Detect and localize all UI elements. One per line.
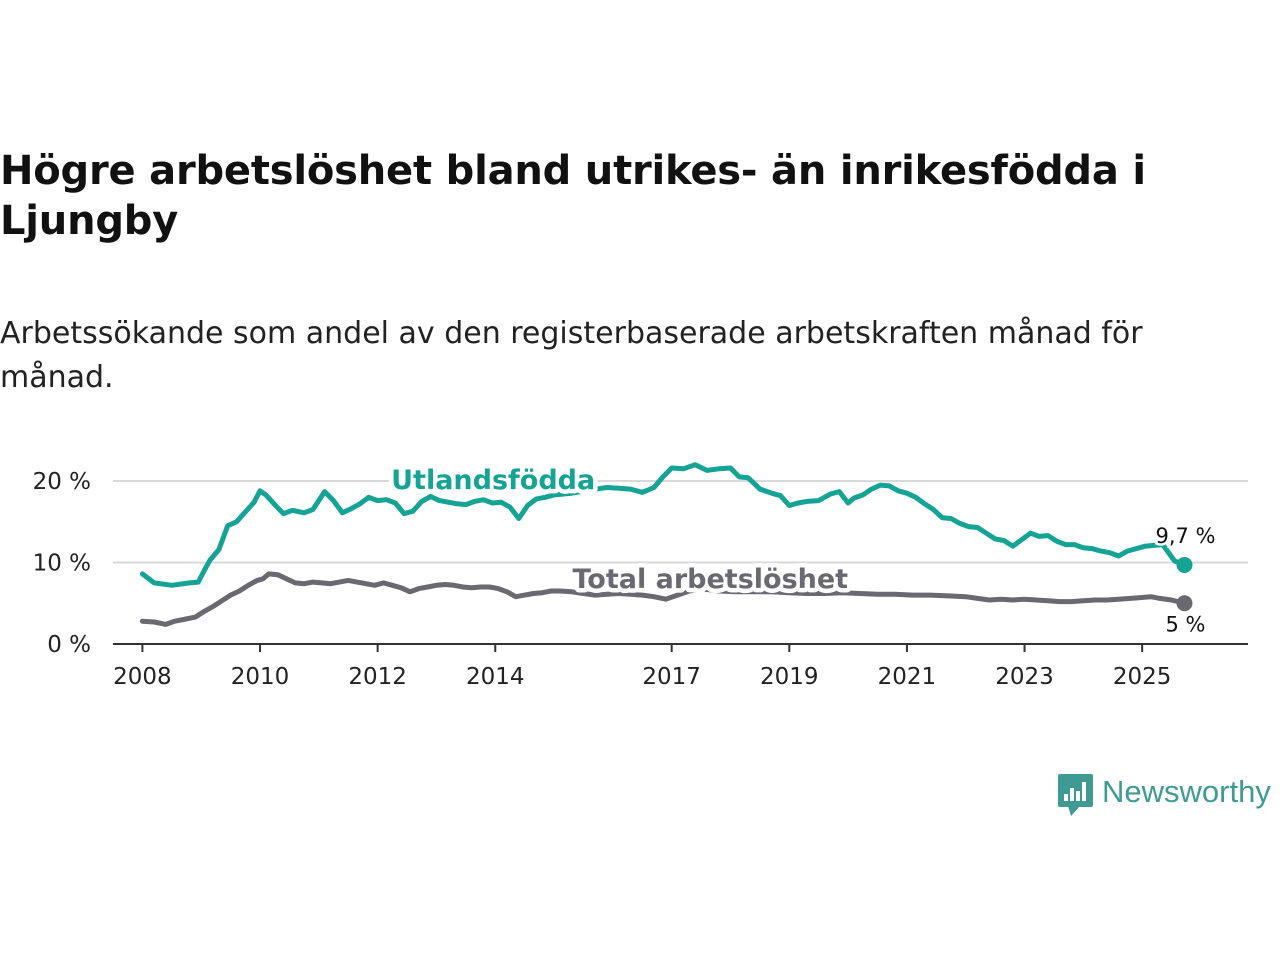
y-tick-label: 20 %: [33, 469, 91, 495]
x-tick-label: 2008: [113, 664, 172, 690]
series-label-foreign: Utlandsfödda: [391, 465, 595, 496]
x-tick-label: 2021: [878, 664, 937, 690]
end-value-label-foreign: 9,7 %: [1155, 524, 1215, 548]
brand-name: Newsworthy: [1102, 774, 1271, 809]
x-tick-label: 2017: [642, 664, 701, 690]
chart-title: Högre arbetslöshet bland utrikes- än inr…: [0, 148, 1146, 244]
x-tick-label: 2019: [760, 664, 819, 690]
x-tick-label: 2010: [231, 664, 290, 690]
end-point-foreign: [1176, 556, 1193, 573]
series-line-foreign: [139, 462, 1187, 588]
newsworthy-logo-icon: [1058, 774, 1093, 816]
end-point-total: [1176, 595, 1193, 612]
y-tick-label: 0 %: [47, 632, 91, 658]
x-tick-label: 2023: [995, 664, 1054, 690]
x-tick-label: 2025: [1113, 664, 1172, 690]
chart-subtitle: Arbetssökande som andel av den registerb…: [0, 316, 1143, 395]
x-tick-label: 2014: [466, 664, 525, 690]
x-tick-label: 2012: [348, 664, 407, 690]
newsworthy-logo: Newsworthy: [1058, 772, 1271, 820]
series-label-total: Total arbetslöshet: [572, 564, 848, 595]
series-line-total: [139, 571, 1187, 627]
end-value-label-total: 5 %: [1165, 612, 1205, 636]
y-tick-label: 10 %: [33, 551, 91, 577]
